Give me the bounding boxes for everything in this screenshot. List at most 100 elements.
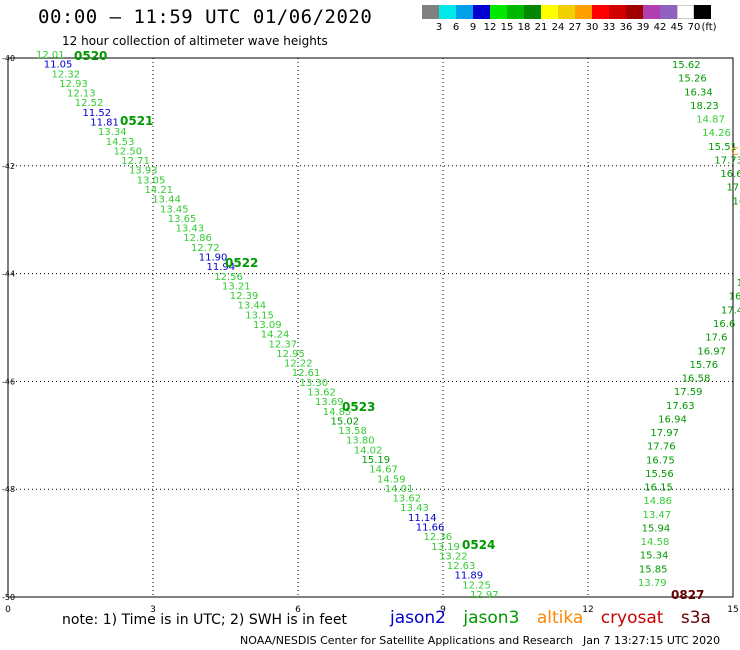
scale-unit: (ft) <box>701 22 717 33</box>
swh-value: 12.25 <box>462 580 491 591</box>
swh-value: 15.51 <box>708 142 737 153</box>
y-tick-label: -50 <box>2 593 15 602</box>
swh-value: 13.62 <box>393 494 422 505</box>
x-tick-label: 9 <box>440 605 446 615</box>
swh-value: 13.58 <box>338 426 367 437</box>
scale-swatch <box>626 5 643 19</box>
swh-value: 14.58 <box>641 537 670 548</box>
scale-swatch <box>422 5 439 19</box>
map-subtitle: 12 hour collection of altimeter wave hei… <box>62 34 328 48</box>
satellite-legend: jason2 jason3 altika cryosat s3a <box>390 608 723 628</box>
swh-value: 13.34 <box>98 127 127 138</box>
scale-swatch <box>456 5 473 19</box>
scale-label: 39 <box>636 22 650 33</box>
swh-value: 13.47 <box>642 510 671 521</box>
scale-label: 3 <box>435 22 443 33</box>
scale-label: 9 <box>469 22 477 33</box>
scale-swatch <box>507 5 524 19</box>
swh-value: 16.97 <box>697 346 726 357</box>
swh-value: 12.71 <box>121 156 150 167</box>
swh-value: 14.24 <box>261 330 290 341</box>
y-tick-label: -40 <box>2 54 15 63</box>
scale-swatch <box>490 5 507 19</box>
scale-label: 24 <box>551 22 565 33</box>
swh-value: 17.97 <box>650 428 679 439</box>
swh-value: 17.6 <box>705 333 727 344</box>
swh-value: 14.21 <box>145 185 174 196</box>
legend-s3a: s3a <box>680 608 711 628</box>
time-mark: 0827 <box>671 588 704 602</box>
time-mark: 0524 <box>462 538 495 552</box>
scale-label: 33 <box>602 22 616 33</box>
swh-value: 13.44 <box>238 301 267 312</box>
swh-value: 16.58 <box>682 374 711 385</box>
scale-label: 42 <box>653 22 667 33</box>
time-mark: 0521 <box>120 114 153 128</box>
scale-label: 18 <box>517 22 531 33</box>
swh-value: 11.81 <box>90 118 119 129</box>
time-mark: 0522 <box>225 256 258 270</box>
y-tick-label: -42 <box>2 162 15 171</box>
swh-value: 17.03 <box>739 210 740 221</box>
x-tick-label: 3 <box>150 605 156 615</box>
swh-value: 13.22 <box>439 551 468 562</box>
y-tick-label: -46 <box>2 377 15 386</box>
swh-value: 13.43 <box>400 503 429 514</box>
swh-value: 11.52 <box>83 108 112 119</box>
legend-jason3: jason3 <box>463 608 520 628</box>
swh-value: 12.37 <box>269 339 298 350</box>
swh-value: 14.85 <box>323 407 352 418</box>
swh-value: 13.09 <box>253 320 282 331</box>
swh-value: 14.26 <box>702 128 731 139</box>
swh-value: 11.89 <box>455 571 484 582</box>
swh-value: 14.86 <box>643 496 672 507</box>
swh-value: 13.05 <box>137 175 166 186</box>
swh-value: 13.80 <box>346 436 375 447</box>
scale-swatch <box>643 5 660 19</box>
swh-value: 18.23 <box>690 101 719 112</box>
credit-line: NOAA/NESDIS Center for Satellite Applica… <box>240 634 574 647</box>
y-tick-label: -48 <box>2 485 15 494</box>
scale-label: 15 <box>500 22 514 33</box>
legend-cryosat: cryosat <box>600 608 664 628</box>
swh-value: 12.61 <box>292 368 321 379</box>
swh-value: 16.60 <box>720 169 740 180</box>
swh-value: 11.05 <box>44 60 73 71</box>
swh-value: 12.13 <box>67 89 96 100</box>
swh-value: 13.15 <box>245 310 274 321</box>
scale-label: 12 <box>483 22 497 33</box>
swh-value: 12.72 <box>191 243 220 254</box>
swh-value: 14.67 <box>369 465 398 476</box>
swh-value: 15.94 <box>642 523 671 534</box>
swh-value: 13.30 <box>300 378 329 389</box>
swh-value: 11.94 <box>207 262 236 273</box>
x-tick-label: 0 <box>5 605 11 615</box>
scale-swatch <box>660 5 677 19</box>
scale-label: 27 <box>568 22 582 33</box>
legend-altika: altika <box>536 608 584 628</box>
altika-marker: C <box>731 145 739 158</box>
swh-value: 13.43 <box>176 224 205 235</box>
swh-value: 11.66 <box>416 523 445 534</box>
swh-value: 12.50 <box>114 146 143 157</box>
scale-swatch <box>524 5 541 19</box>
scale-label: 6 <box>452 22 460 33</box>
scale-swatch <box>558 5 575 19</box>
swh-value: 12.52 <box>75 98 104 109</box>
swh-value: 15.76 <box>690 360 719 371</box>
swh-value: 15.56 <box>645 469 674 480</box>
time-mark: 0523 <box>342 400 375 414</box>
swh-value: 17.90 <box>726 183 740 194</box>
swh-value: 17.59 <box>674 387 703 398</box>
map-title: 00:00 – 11:59 UTC 01/06/2020 <box>38 6 373 28</box>
x-tick-label: 12 <box>582 605 593 615</box>
y-tick-label: -44 <box>2 270 15 279</box>
scale-swatch <box>575 5 592 19</box>
swh-value: 12.97 <box>470 590 499 601</box>
swh-value: 13.45 <box>160 204 189 215</box>
swh-value: 12.01 <box>36 50 65 61</box>
swh-value: 16.95 <box>732 196 740 207</box>
scale-swatch <box>439 5 456 19</box>
legend-jason2: jason2 <box>390 608 446 628</box>
